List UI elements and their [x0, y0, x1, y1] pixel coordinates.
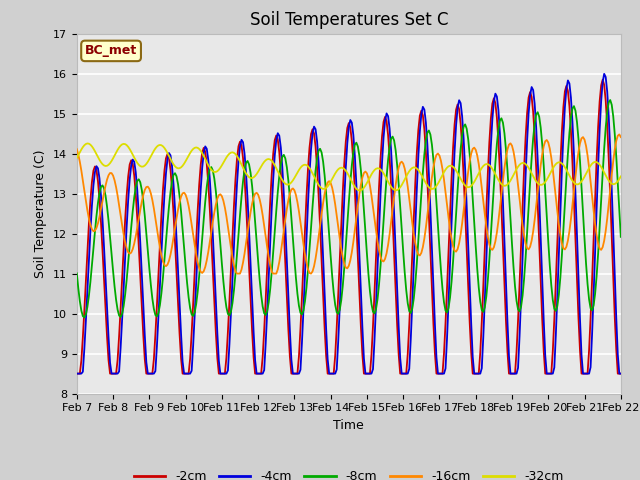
Title: Soil Temperatures Set C: Soil Temperatures Set C: [250, 11, 448, 29]
Legend: -2cm, -4cm, -8cm, -16cm, -32cm: -2cm, -4cm, -8cm, -16cm, -32cm: [129, 465, 568, 480]
Y-axis label: Soil Temperature (C): Soil Temperature (C): [35, 149, 47, 278]
X-axis label: Time: Time: [333, 419, 364, 432]
Text: BC_met: BC_met: [85, 44, 137, 58]
